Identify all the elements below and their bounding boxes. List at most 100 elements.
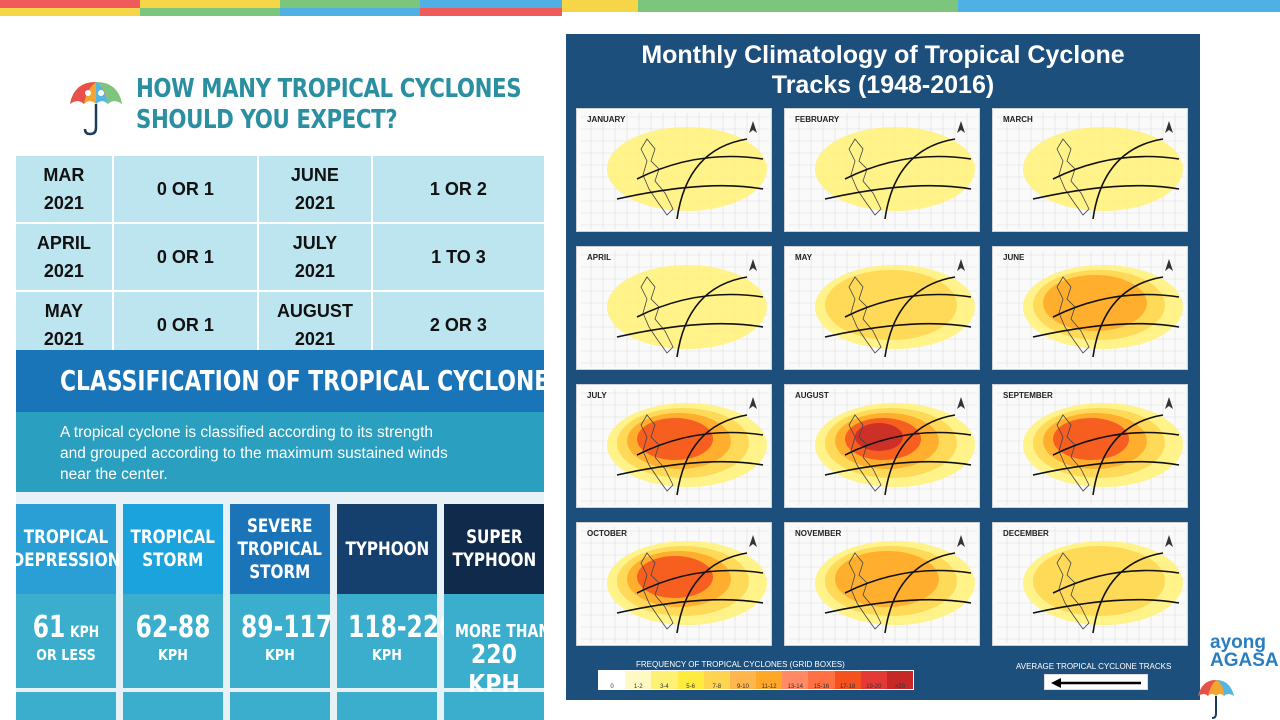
description-line: and grouped according to the maximum sus…: [60, 445, 448, 462]
top-bar-segment: [280, 0, 420, 8]
category-card: SUPER TYPHOON MORE THAN 220 KPH: [444, 504, 550, 700]
category-name-line: SUPER: [465, 526, 523, 548]
month-label: JULY: [587, 391, 607, 400]
map-title-line-2: Tracks (1948-2016): [771, 71, 995, 99]
forecast-month: APRIL 2021: [14, 222, 114, 292]
legend-tick: >20: [894, 684, 906, 690]
forecast-month-text: 2021: [294, 193, 335, 213]
forecast-count: 1 TO 3: [370, 222, 547, 292]
month-label: MAY: [795, 253, 813, 262]
forecast-count-text: 1 TO 3: [431, 247, 486, 267]
category-speed: 89-117 KPH: [230, 594, 332, 688]
category-speed-unit: KPH: [265, 646, 295, 664]
brand-line-1: ayong: [1210, 632, 1266, 653]
month-label: OCTOBER: [587, 529, 627, 538]
category-speed-unit: KPH: [158, 646, 188, 664]
top-bar-segment: [280, 8, 420, 16]
category-card: SEVERE TROPICAL STORM 89-117 KPH: [230, 504, 332, 688]
track-climatology-panel: Monthly Climatology of Tropical Cyclone …: [566, 34, 1200, 700]
category-speed-value: 118-220: [348, 610, 456, 645]
classification-description-box: A tropical cyclone is classified accordi…: [16, 412, 544, 492]
category-name-line: TYPHOON: [452, 549, 536, 571]
category-speed: 61 KPH OR LESS: [16, 594, 116, 688]
legend-title: FREQUENCY OF TROPICAL CYCLONES (GRID BOX…: [636, 660, 845, 669]
top-bar-segment: [140, 0, 280, 8]
month-label: NOVEMBER: [795, 529, 842, 538]
forecast-count: 0 OR 1: [111, 290, 260, 360]
classification-title: CLASSIFICATION OF TROPICAL CYCLONES: [60, 364, 565, 397]
forecast-month-text: MAR: [43, 165, 85, 185]
heading-block: HOW MANY TROPICAL CYCLONES SHOULD YOU EX…: [66, 74, 536, 144]
forecast-count: 1 OR 2: [370, 154, 547, 224]
forecast-count-text: 1 OR 2: [429, 179, 487, 199]
forecast-month-text: JULY: [292, 233, 338, 253]
category-name: TROPICAL STORM: [123, 504, 223, 594]
legend-swatch: 19-20: [860, 671, 887, 690]
track-map-graphic: [581, 527, 772, 643]
top-bar-segment: [420, 0, 562, 8]
category-footer-strip: [444, 692, 544, 720]
heading-line-1: HOW MANY TROPICAL CYCLONES: [136, 74, 522, 104]
month-track-map: APRIL: [576, 246, 772, 370]
forecast-count-text: 0 OR 1: [156, 179, 214, 199]
month-label: FEBRUARY: [795, 115, 840, 124]
legend-swatch: 7-8: [703, 671, 730, 690]
category-name: TYPHOON: [337, 504, 437, 594]
classification-header: CLASSIFICATION OF TROPICAL CYCLONES: [16, 350, 565, 412]
category-footer-strip: [337, 692, 437, 720]
track-map-graphic: [789, 527, 980, 643]
category-speed-value: MORE THAN: [455, 621, 551, 642]
forecast-count-text: 2 OR 3: [429, 315, 487, 335]
month-track-map: FEBRUARY: [784, 108, 980, 232]
legend-tick: 5-6: [686, 684, 695, 690]
brand-umbrella-icon: [1198, 680, 1234, 719]
month-track-map: NOVEMBER: [784, 522, 980, 646]
description-line: A tropical cyclone is classified accordi…: [60, 424, 434, 441]
forecast-month: JUNE 2021: [257, 154, 373, 224]
category-name-line: TROPICAL: [23, 526, 109, 548]
category-speed-unit: 220 KPH: [468, 640, 520, 700]
month-track-map: JUNE: [992, 246, 1188, 370]
forecast-month-text: AUGUST: [276, 301, 353, 321]
legend-swatch: 1-2: [625, 671, 652, 690]
legend-swatch: 11-12: [756, 671, 783, 690]
legend-swatch: 9-10: [729, 671, 757, 690]
top-bar-segment: [0, 0, 140, 8]
forecast-count-text: 0 OR 1: [156, 247, 214, 267]
month-label: DECEMBER: [1003, 529, 1049, 538]
forecast-row: MAR 2021 0 OR 1 JUNE 2021 1 OR 2: [14, 154, 547, 224]
legend-swatch: 15-16: [808, 671, 835, 690]
forecast-month-text: MAY: [44, 301, 84, 321]
legend-swatch: 5-6: [677, 671, 704, 690]
map-title-line-1: Monthly Climatology of Tropical Cyclone: [641, 41, 1125, 69]
month-track-map: JULY: [576, 384, 772, 508]
track-map-graphic: [997, 527, 1188, 643]
forecast-month: MAY 2021: [14, 290, 114, 360]
page-heading: HOW MANY TROPICAL CYCLONES SHOULD YOU EX…: [136, 74, 522, 136]
category-speed-range: 62-88: [134, 612, 212, 644]
track-map-graphic: [789, 113, 980, 229]
month-label: AUGUST: [795, 391, 829, 400]
average-tracks-label: AVERAGE TROPICAL CYCLONE TRACKS: [1016, 662, 1172, 671]
month-track-map: OCTOBER: [576, 522, 772, 646]
month-label: JUNE: [1003, 253, 1025, 262]
forecast-month-text: 2021: [294, 261, 335, 281]
top-bar-segment: [140, 8, 280, 16]
forecast-count: 0 OR 1: [111, 154, 260, 224]
category-footer-strip: [230, 692, 330, 720]
month-track-map: MARCH: [992, 108, 1188, 232]
top-bar-segment: [0, 8, 140, 16]
category-name-line: DEPRESSION: [11, 549, 121, 571]
description-line: near the center.: [60, 466, 168, 483]
month-label: JANUARY: [587, 115, 626, 124]
category-speed: 62-88 KPH: [123, 594, 223, 688]
classification-panel: CLASSIFICATION OF TROPICAL CYCLONES A tr…: [12, 350, 565, 720]
left-arrow-icon: [1051, 678, 1141, 688]
category-speed-range: MORE THAN: [455, 616, 550, 648]
frequency-legend: 0 1-2 3-4 5-6 7-8 9-10 11-12 13-14 15-16 17-18 19-…: [598, 670, 914, 690]
legend-swatch: >20: [886, 671, 914, 690]
legend-tick: 7-8: [712, 684, 722, 690]
top-bar-segment: [420, 8, 562, 16]
month-track-map: JANUARY: [576, 108, 772, 232]
umbrella-icon: [70, 82, 122, 136]
